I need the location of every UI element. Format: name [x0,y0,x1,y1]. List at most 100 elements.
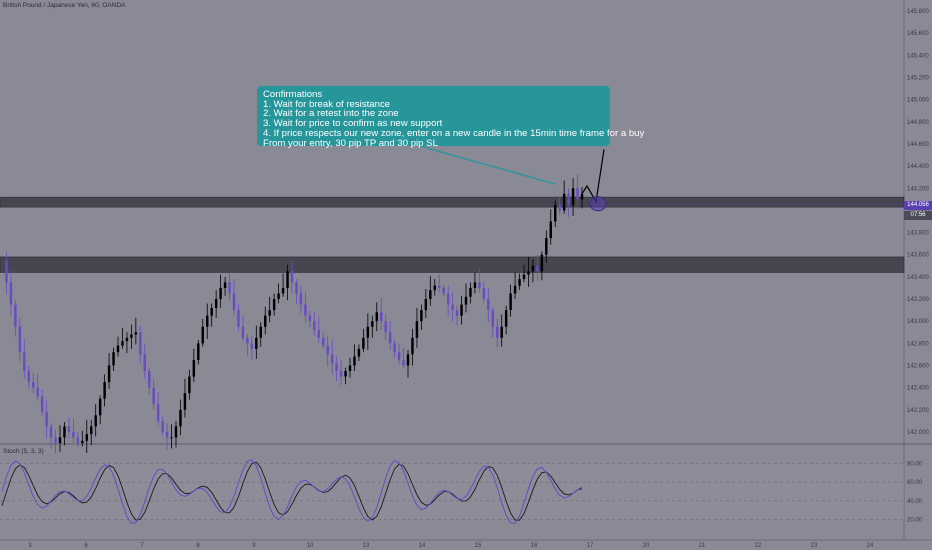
time-tick-label: 3 [28,543,32,549]
candle-body [308,315,312,322]
candle-body [518,279,521,286]
callout-line-1: 1. Wait for break of resistance [263,98,391,110]
callout-pointer [419,145,556,185]
candle-body [330,354,334,364]
candle-body [344,371,347,377]
time-tick-label: 14 [419,543,426,549]
stoch-label: Stoch (5, 3, 3) [3,448,44,455]
time-tick-label: 9 [252,543,256,549]
candle-body [219,287,222,300]
candle-body [406,354,410,366]
candle-body [40,396,44,412]
candle-body [9,282,13,305]
candle-body [580,193,584,200]
price-tick-label: 144.200 [907,186,929,192]
candle-body [348,365,352,372]
price-tick-label: 143.600 [907,253,929,259]
symbol-title: British Pound / Japanese Yen, 60, OANDA [3,2,126,9]
candle-body [509,293,512,311]
candle-body [339,371,343,377]
price-tick-label: 144.600 [907,142,929,148]
candle-body [192,359,196,377]
candle-body [446,293,450,305]
candle-body [295,282,298,294]
candle-body [143,354,146,372]
candle-body [183,393,187,410]
candle-body [246,337,249,344]
candle-body [255,337,258,349]
candle-body [277,293,280,300]
candle-body [188,376,191,394]
candle-body [54,437,57,443]
candle-body [304,304,307,316]
price-tick-label: 144.800 [907,120,929,126]
candle-body [433,285,436,291]
candle-body [259,326,262,338]
candle-body [228,282,231,294]
candle-body [522,274,526,280]
candle-body [121,341,124,346]
time-tick-label: 23 [811,543,818,549]
price-tick-label: 143.200 [907,297,929,303]
candle-body [420,310,423,322]
candle-body [388,332,392,344]
time-tick-label: 22 [755,543,762,549]
candle-body [549,221,552,239]
price-tick-label: 143.000 [907,319,929,325]
candle-body [380,312,383,322]
candle-body [353,356,356,366]
candle-body [487,299,490,311]
time-tick-label: 8 [196,543,200,549]
candle-body [5,260,8,283]
candle-body [85,434,88,441]
stoch-k-line [1,459,583,524]
candle-body [375,312,378,322]
candle-body [357,348,361,357]
stoch-tick-label: 60.00 [907,480,923,486]
candle-body [496,326,499,338]
candle-body [540,254,544,272]
candle-body [384,321,387,333]
candle-body [210,307,213,316]
callout-line-5: From your entry, 30 pip TP and 30 pip SL [263,137,438,149]
candle-body [23,352,26,372]
candle-body [76,437,80,443]
candle-body [473,282,477,288]
callout-line-title: Confirmations [263,89,323,100]
price-tick-label: 145.200 [907,76,929,82]
candle-body [500,326,503,338]
candle-body [58,437,62,443]
stoch-band [0,463,904,520]
candle-body [63,426,66,438]
stoch-tick-label: 40.00 [907,499,923,505]
confirmations-callout[interactable]: Confirmations 1. Wait for break of resis… [257,86,644,149]
candle-body [241,326,245,338]
price-tick-label: 145.000 [907,98,929,104]
candle-body [562,193,566,211]
candle-body [366,326,370,338]
candle-body [49,426,53,438]
candle-body [67,426,71,432]
candle-body [152,387,155,405]
candle-body [165,431,169,438]
candle-body [558,204,561,211]
candle-body [232,293,236,311]
candle-body [411,337,414,355]
candle-body [322,337,325,346]
time-tick-label: 16 [531,543,538,549]
candle-body [576,188,579,200]
candle-body [438,285,441,288]
price-tick-label: 145.400 [907,53,929,59]
candle-body [527,271,530,275]
retest-circle [589,196,607,212]
candle-body [18,326,22,353]
candle-body [170,437,173,439]
candle-body [478,282,481,288]
candle-body [250,343,254,349]
stoch-tick-label: 20.00 [907,517,923,523]
stoch-d-line [1,461,583,521]
price-tick-label: 143.800 [907,231,929,237]
price-tick-label: 145.800 [907,9,929,15]
candle-body [161,420,164,432]
